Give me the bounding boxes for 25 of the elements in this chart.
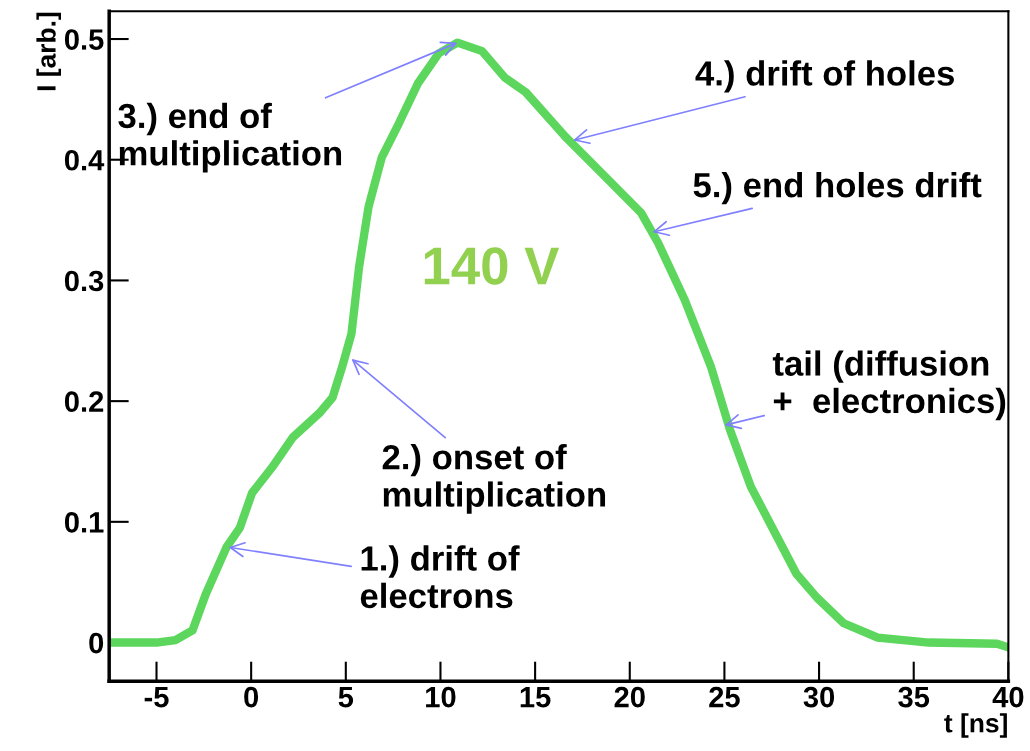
annotation: 5.) end holes drift [693, 171, 982, 205]
y-tick-label: 0 [89, 632, 104, 654]
x-tick-label: 5 [338, 687, 354, 708]
y-tick-label: 0.4 [64, 149, 105, 171]
x-axis-title: t [ns] [944, 713, 1007, 738]
x-tick-label: 10 [426, 686, 456, 708]
x-tick-label: 20 [614, 686, 645, 708]
y-tick-label: 0.2 [64, 391, 104, 412]
x-tick-label: 25 [709, 686, 740, 708]
x-tick-label: -5 [144, 687, 169, 708]
x-tick-label: 15 [520, 687, 551, 708]
annotation: 3.) end of multiplication [118, 102, 342, 173]
y-tick-label: 0.5 [64, 29, 104, 50]
x-tick-label: 35 [898, 686, 930, 708]
y-axis-title: I [arb.] [36, 12, 61, 91]
x-tick-label: 40 [992, 686, 1024, 708]
annotation: 4.) drift of holes [695, 60, 954, 93]
annotation: 1.) drift of electrons [360, 545, 520, 609]
y-tick-label: 0.1 [64, 512, 104, 533]
x-tick-label: 30 [803, 686, 835, 708]
annotation: 140 V [424, 247, 560, 285]
annotation: 2.) onset of multiplication [382, 444, 606, 514]
x-tick-label: 0 [244, 686, 259, 708]
y-tick-label: 0.3 [64, 270, 104, 292]
annotation: tail (diffusion + electronics) [772, 350, 1006, 421]
